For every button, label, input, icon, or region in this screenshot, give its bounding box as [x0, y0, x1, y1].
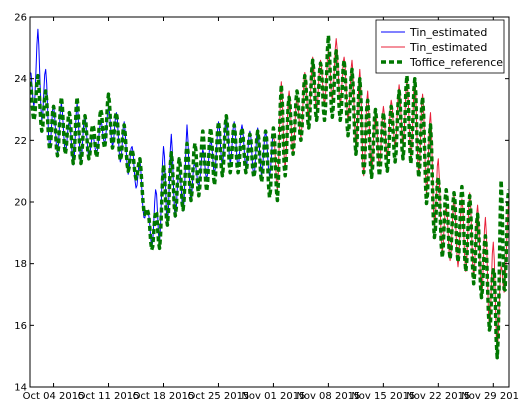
series-layer: [30, 28, 509, 360]
x-tick-label: Nov 29 2015: [461, 391, 519, 399]
y-tick-label: 14: [14, 383, 27, 394]
legend: Tin_estimated Tin_estimated Toffice_refe…: [375, 19, 505, 74]
legend-label-tin-estimated-red: Tin_estimated: [409, 41, 487, 54]
x-tick-label: Oct 25 2015: [188, 391, 250, 399]
x-tick-label: Nov 15 2015: [351, 391, 415, 399]
x-tick-label: Nov 22 2015: [406, 391, 470, 399]
legend-label-toffice-reference: Toffice_reference: [409, 56, 503, 69]
series-line-tin-estimated-1: [272, 38, 509, 351]
x-tick-label: Nov 01 2015: [241, 391, 305, 399]
y-tick-label: 26: [14, 13, 27, 24]
y-axis: 14 16 18 20 22 24 26: [14, 13, 509, 394]
y-tick-label: 24: [14, 74, 27, 85]
y-tick-label: 20: [14, 198, 27, 209]
y-tick-label: 18: [14, 259, 27, 270]
x-tick-label: Oct 18 2015: [133, 391, 195, 399]
y-tick-label: 22: [14, 136, 27, 147]
y-tick-label: 16: [14, 321, 27, 332]
series-line-toffice-reference-2: [30, 33, 509, 360]
x-tick-label: Nov 08 2015: [296, 391, 360, 399]
x-tick-label: Oct 11 2015: [78, 391, 140, 399]
legend-label-tin-estimated-blue: Tin_estimated: [409, 26, 487, 39]
x-tick-label: Oct 04 2015: [23, 391, 85, 399]
